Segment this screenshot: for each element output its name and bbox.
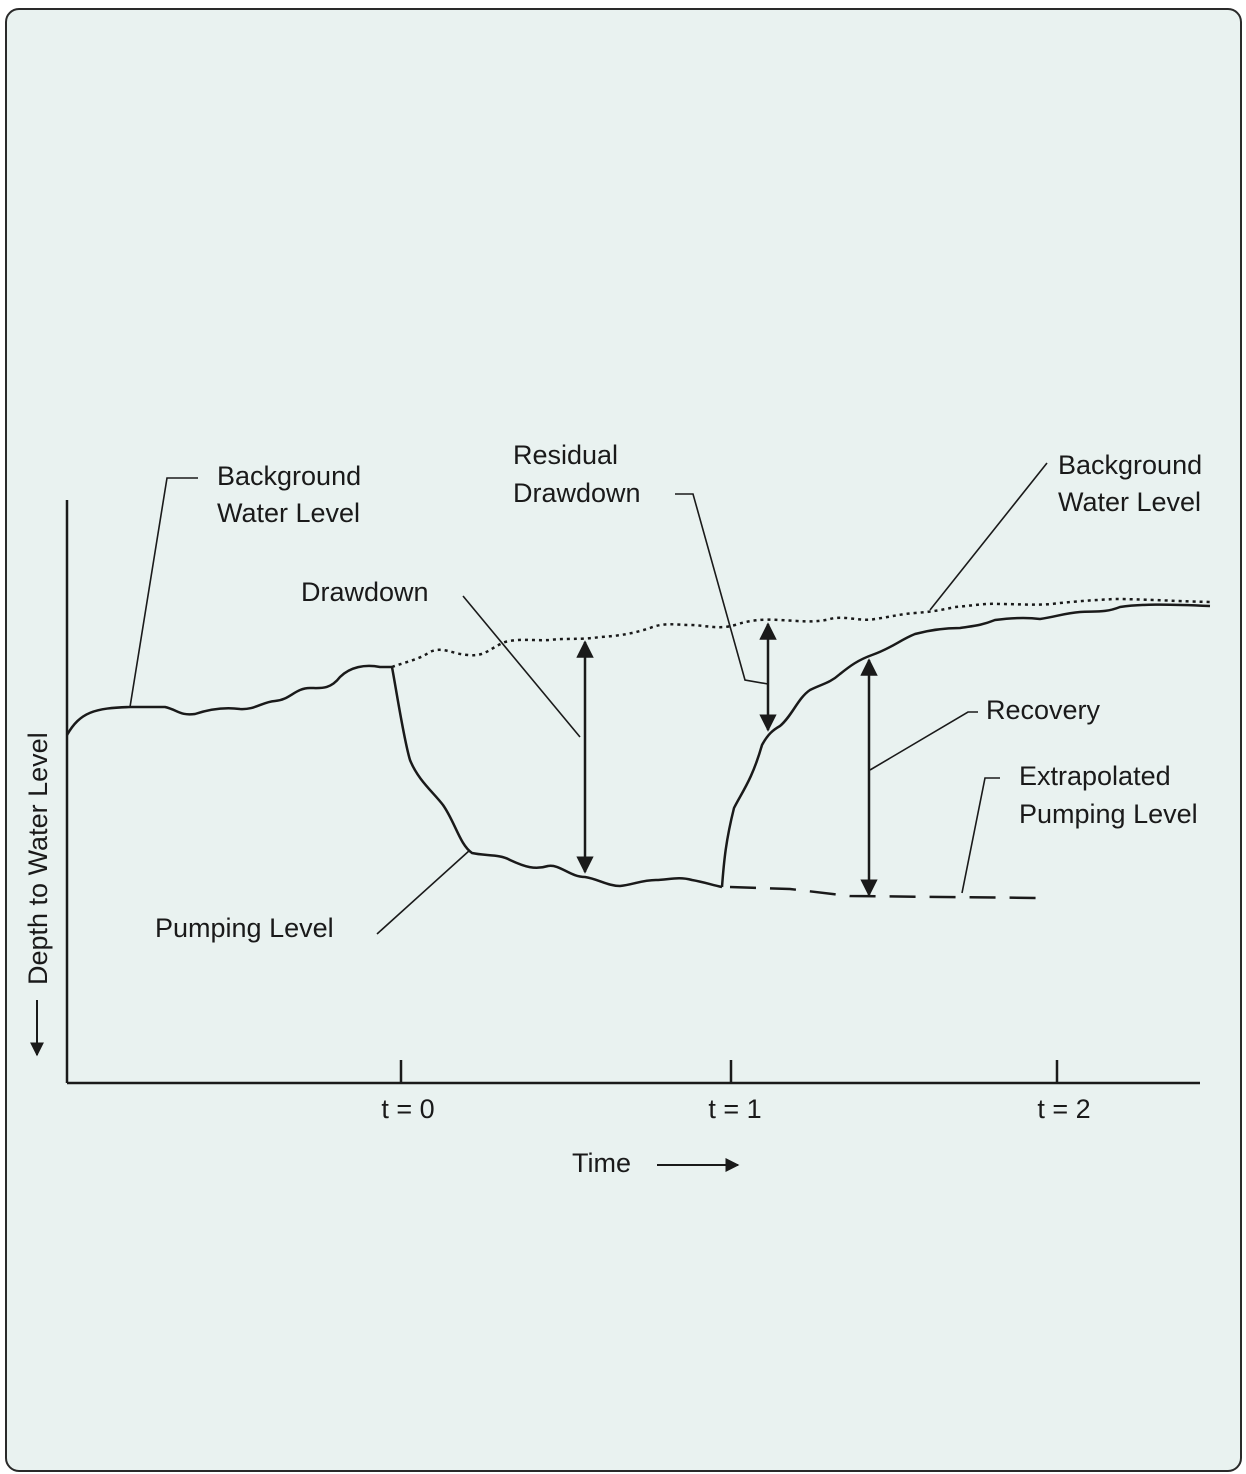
leader-residual: [675, 493, 769, 685]
leader-recovery: [869, 711, 978, 771]
label-extrapolated-1: Extrapolated: [1019, 761, 1171, 791]
label-recovery: Recovery: [986, 695, 1101, 725]
label-background-left-2: Water Level: [217, 498, 360, 528]
figure-panel: [5, 8, 1242, 1472]
label-residual-1: Residual: [513, 440, 618, 470]
label-residual-2: Drawdown: [513, 478, 641, 508]
tick-label-t0: t = 0: [381, 1094, 434, 1124]
pumping-level-curve: [390, 666, 723, 889]
leader-pumping: [376, 849, 471, 935]
background-level-dotted: [391, 597, 1211, 669]
leader-extrapolated: [961, 777, 1000, 894]
x-axis-label: Time: [572, 1148, 631, 1178]
tick-label-t1: t = 1: [708, 1094, 761, 1124]
y-axis-label: Depth to Water Level: [23, 732, 53, 985]
leader-background-right: [929, 462, 1048, 611]
label-background-left-1: Background: [217, 461, 361, 491]
recovery-curve: [720, 603, 1211, 888]
extrapolated-pumping-line: [729, 885, 1041, 900]
water-level-curve-left: [65, 664, 392, 736]
label-extrapolated-2: Pumping Level: [1019, 799, 1198, 829]
label-drawdown: Drawdown: [301, 577, 429, 607]
label-background-right-1: Background: [1058, 450, 1202, 480]
tick-label-t2: t = 2: [1037, 1094, 1090, 1124]
label-pumping: Pumping Level: [155, 913, 334, 943]
leader-background-left: [129, 477, 198, 708]
label-background-right-2: Water Level: [1058, 487, 1201, 517]
leader-drawdown: [462, 595, 581, 738]
